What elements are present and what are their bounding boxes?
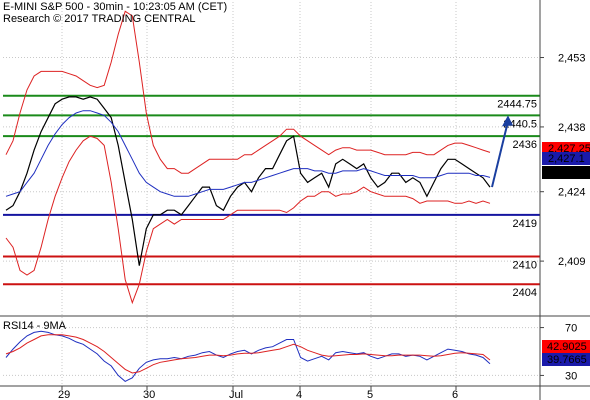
level-label: 2436 — [513, 139, 537, 151]
price-tag — [542, 142, 590, 155]
y-tick-label: 2,438 — [558, 122, 586, 134]
projection-arrowhead — [502, 115, 513, 127]
y-tick-label: 2,453 — [558, 53, 586, 65]
chart-subtitle: Research © 2017 TRADING CENTRAL — [3, 13, 196, 25]
x-tick-label: 6 — [452, 389, 458, 400]
rsi-panel: RSI14 - 9MA — [3, 320, 491, 382]
level-label: 2419 — [513, 218, 537, 230]
upper-band-line — [5, 10, 491, 174]
rsi-tag — [542, 353, 590, 366]
price-tag — [542, 166, 590, 179]
level-label: 2444.75 — [497, 99, 537, 111]
rsi-tag-label: 39.7665 — [547, 354, 587, 366]
projection-arrow — [491, 121, 509, 188]
rsi-title: RSI14 - 9MA — [3, 320, 67, 332]
rsi-tag-label: 42.9025 — [547, 341, 587, 353]
rsi-tag — [542, 340, 590, 353]
level-label: 2410 — [513, 259, 537, 271]
price-tag — [542, 152, 590, 165]
x-tick-label: Jul — [229, 389, 243, 400]
chart-title: E-MINI S&P 500 - 30min - 10:23:05 AM (CE… — [3, 1, 228, 13]
lower-band-line — [5, 135, 491, 305]
rsi-ma-line — [5, 334, 491, 374]
level-label: 2440.5 — [503, 118, 537, 130]
y-tick-label: 2,424 — [558, 187, 586, 199]
support-resistance-levels: 2444.75 2440.5 2436 2419 2410 2404 — [3, 94, 540, 299]
price-series — [5, 10, 513, 305]
level-label: 2404 — [513, 287, 537, 299]
y-tick-label: 2,409 — [558, 256, 586, 268]
x-tick-label: 30 — [143, 389, 155, 400]
price-tag-label: 2,427.1 — [548, 153, 585, 165]
moving-average-line — [5, 110, 491, 197]
rsi-y-tick-label: 70 — [565, 323, 577, 335]
x-tick-label: 29 — [58, 389, 70, 400]
price-line — [5, 96, 491, 266]
x-tick-label: 4 — [296, 389, 302, 400]
x-tick-label: 5 — [367, 389, 373, 400]
rsi-line — [5, 330, 491, 382]
rsi-y-tick-label: 30 — [565, 370, 577, 382]
price-tag-label: 2,425 — [548, 167, 576, 179]
grid — [3, 2, 540, 385]
